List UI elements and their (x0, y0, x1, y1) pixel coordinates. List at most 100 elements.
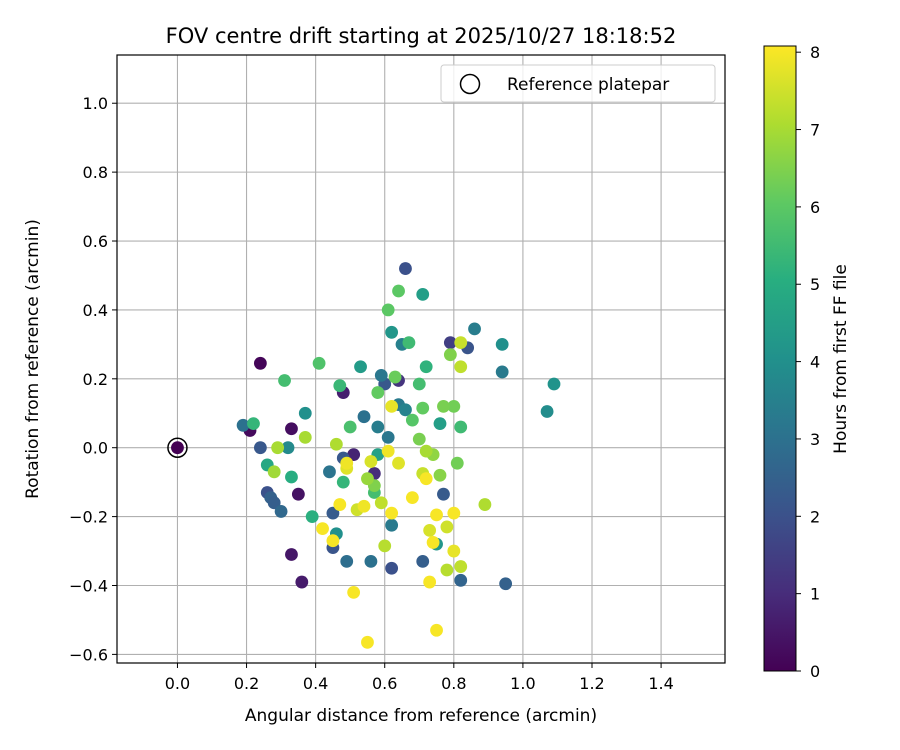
data-point (454, 420, 468, 434)
y-axis-ticks: −0.6 −0.4 −0.2 0.0 0.2 0.4 0.6 0.8 1.0 (69, 94, 117, 664)
data-point (236, 418, 250, 432)
data-point (336, 475, 350, 489)
data-point (433, 468, 447, 482)
data-point (267, 496, 281, 510)
data-point (412, 432, 426, 446)
colorbar-label: Hours from first FF file (831, 264, 851, 454)
reference-platepar-marker (167, 437, 188, 458)
colorbar-gradient (763, 45, 797, 672)
data-point (357, 499, 371, 513)
data-point (450, 456, 464, 470)
data-point (329, 437, 343, 451)
data-point (495, 337, 509, 351)
x-tick-label: 0.0 (165, 674, 190, 693)
data-point (385, 561, 399, 575)
data-point (278, 374, 291, 387)
data-point (340, 456, 354, 470)
data-point (285, 470, 298, 484)
data-point (374, 496, 388, 510)
data-point (323, 465, 336, 479)
data-point (454, 336, 468, 350)
data-point (381, 303, 395, 317)
data-point (267, 465, 281, 479)
data-point (419, 444, 433, 458)
y-tick-label: −0.2 (69, 508, 108, 527)
colorbar-tick-label: 6 (810, 198, 820, 217)
colorbar-tick-label: 3 (810, 430, 820, 449)
data-point (412, 377, 426, 391)
data-point (385, 399, 399, 413)
x-axis-ticks: 0.0 0.2 0.4 0.6 0.8 1.0 1.2 1.4 (165, 663, 674, 693)
x-tick-label: 0.6 (372, 674, 397, 693)
data-point (402, 336, 416, 350)
data-point (354, 360, 367, 374)
data-point (478, 498, 492, 511)
data-point (430, 623, 443, 637)
data-point (405, 413, 419, 427)
x-tick-label: 1.0 (510, 674, 535, 693)
data-point (447, 506, 461, 520)
data-point (437, 399, 450, 413)
data-point (340, 554, 354, 568)
data-point (440, 563, 454, 577)
data-point (333, 379, 347, 393)
data-point (378, 539, 392, 553)
data-point (419, 472, 433, 486)
colorbar-tick-label: 8 (810, 43, 820, 62)
data-point (426, 536, 440, 549)
data-point (326, 506, 340, 520)
y-tick-label: 0.2 (83, 370, 108, 389)
data-point (343, 420, 357, 434)
data-point (381, 430, 395, 444)
data-point (312, 356, 326, 370)
reference-point (167, 437, 188, 458)
x-tick-label: 1.4 (648, 674, 673, 693)
data-point (381, 444, 395, 458)
data-point (171, 441, 184, 455)
data-point (433, 417, 447, 430)
data-point (253, 441, 267, 455)
data-point (440, 520, 454, 534)
legend-box (440, 64, 716, 103)
y-tick-label: 1.0 (83, 94, 108, 113)
data-point (423, 523, 437, 537)
data-point (447, 399, 461, 413)
data-point (399, 403, 412, 417)
data-point (361, 635, 374, 649)
data-point (399, 262, 412, 275)
y-tick-label: −0.4 (69, 576, 108, 595)
scatter-points (171, 262, 561, 649)
data-point (423, 575, 437, 589)
data-point (392, 284, 405, 298)
colorbar-tick-label: 5 (810, 275, 820, 294)
y-tick-label: 0.8 (83, 163, 108, 182)
data-point (447, 544, 461, 558)
data-point (253, 356, 267, 370)
data-point (247, 417, 260, 430)
data-point (285, 548, 298, 561)
y-tick-label: 0.6 (83, 232, 108, 251)
legend: Reference platepar (440, 64, 716, 103)
data-point (364, 554, 378, 568)
data-point (430, 508, 443, 522)
y-tick-label: −0.6 (69, 645, 108, 664)
chart-title: FOV centre drift starting at 2025/10/27 … (166, 24, 677, 48)
data-point (385, 506, 399, 520)
data-point (547, 377, 561, 391)
data-point (298, 406, 312, 420)
colorbar-tick-label: 7 (810, 121, 820, 140)
colorbar-tick-label: 1 (810, 585, 820, 604)
data-point (437, 487, 450, 501)
plot-frame (116, 54, 726, 664)
x-axis-label: Angular distance from reference (arcmin) (245, 706, 597, 726)
x-tick-label: 0.8 (441, 674, 466, 693)
data-point (495, 365, 509, 379)
data-point (416, 554, 430, 568)
data-point (374, 368, 388, 382)
data-point (443, 348, 457, 362)
data-point (499, 577, 513, 591)
data-point (416, 288, 430, 301)
colorbar-tick-label: 2 (810, 507, 820, 526)
data-point (454, 360, 468, 374)
data-point (347, 448, 361, 461)
